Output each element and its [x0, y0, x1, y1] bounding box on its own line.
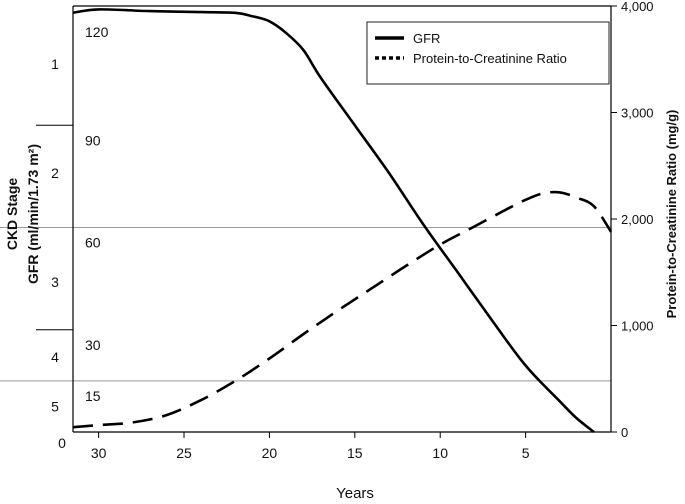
- left-tick-label-0: 0: [58, 435, 66, 451]
- right-tick-label-4000: 4,000: [621, 0, 654, 14]
- stage-label-3: 3: [51, 274, 59, 290]
- gfr-line: [72, 8, 595, 434]
- reference-lines: [0, 124, 611, 382]
- legend-box: [366, 21, 610, 85]
- right-tick-label-2000: 2,000: [621, 212, 654, 227]
- series: [72, 8, 613, 434]
- stage-label-2: 2: [51, 165, 59, 181]
- y-axis-label-left-line1: CKD Stage: [4, 178, 20, 251]
- stage-label-1: 1: [51, 56, 59, 72]
- legend: GFR Protein-to-Creatinine Ratio: [366, 21, 610, 85]
- axes: [72, 5, 617, 438]
- right-tick-label-0: 0: [621, 425, 628, 440]
- stage-label-5: 5: [51, 398, 59, 414]
- right-tick-label-1000: 1,000: [621, 319, 654, 334]
- left-tick-label-90: 90: [85, 132, 101, 148]
- x-tick-label-5: 5: [522, 445, 530, 461]
- tick-labels: 30 25 20 15 10 5 120 90 60 30 15 0 1 2 3 4 5 4,000 3,000 2,…: [51, 0, 653, 461]
- y-axis-label-right: Protein-to-Creatinine Ratio (mg/g): [664, 110, 679, 319]
- x-tick-label-30: 30: [91, 445, 107, 461]
- legend-label-gfr: GFR: [413, 31, 440, 46]
- x-tick-label-10: 10: [432, 445, 448, 461]
- left-tick-label-60: 60: [85, 235, 101, 251]
- legend-label-pcr: Protein-to-Creatinine Ratio: [413, 51, 567, 66]
- right-tick-label-3000: 3,000: [621, 106, 654, 121]
- stage-label-4: 4: [51, 349, 59, 365]
- x-axis-label: Years: [336, 485, 374, 502]
- x-tick-label-15: 15: [347, 445, 363, 461]
- y-axis-label-left-line2: GFR (ml/min/1.73 m²): [25, 144, 41, 284]
- left-tick-label-30: 30: [85, 337, 101, 353]
- x-tick-label-20: 20: [262, 445, 278, 461]
- protein-creatinine-ratio-line: [72, 190, 613, 429]
- left-tick-label-120: 120: [85, 24, 109, 40]
- left-tick-label-15: 15: [85, 388, 101, 404]
- x-tick-label-25: 25: [176, 445, 192, 461]
